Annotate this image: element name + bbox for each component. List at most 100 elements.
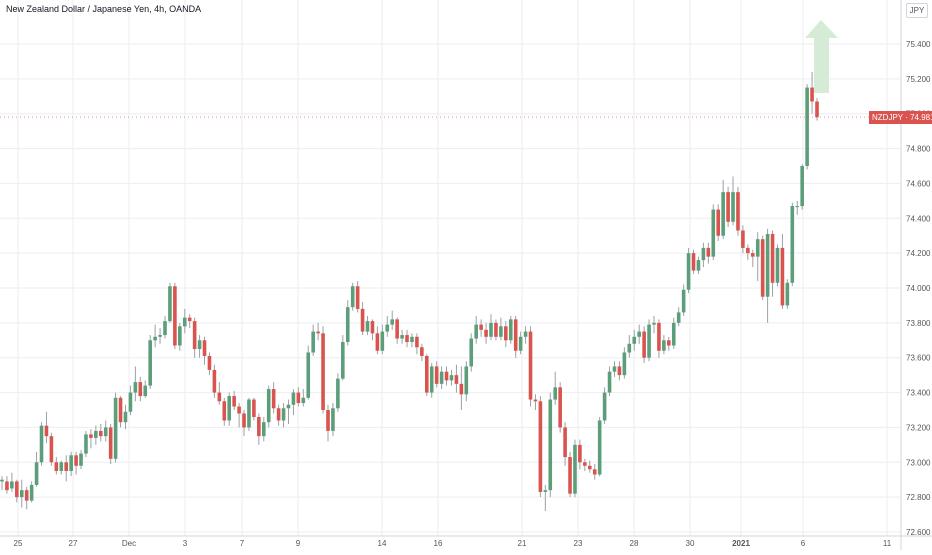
candle-body (326, 410, 330, 431)
candle-body (667, 340, 671, 346)
candle (474, 315, 478, 344)
candle (84, 430, 88, 458)
candle (192, 317, 197, 358)
candle-body (168, 286, 172, 322)
candle-body (212, 369, 217, 393)
candle-body (647, 324, 651, 358)
candle (612, 361, 617, 377)
candle-body (489, 322, 493, 337)
candle (123, 404, 128, 430)
candle-body (405, 335, 409, 343)
candle (597, 416, 602, 477)
candle-body (518, 336, 523, 351)
candle (24, 486, 29, 510)
x-tick-label: 7 (240, 539, 245, 548)
candle (420, 343, 424, 362)
candle-body (49, 436, 54, 463)
candle-body (98, 430, 103, 437)
candle-body (143, 385, 148, 397)
candle (286, 399, 291, 424)
x-tick-label: 14 (378, 539, 387, 548)
candle-body (341, 342, 345, 379)
candle-body (568, 457, 572, 494)
candle-body (765, 233, 770, 297)
candle-body (504, 326, 508, 341)
candle-body (365, 321, 370, 332)
candle-body (202, 340, 207, 356)
candle (143, 380, 148, 398)
candle-body (750, 253, 755, 257)
candle (464, 361, 469, 402)
candle (533, 394, 538, 410)
candle (805, 84, 809, 170)
candle (716, 204, 721, 241)
candle (484, 322, 488, 344)
candle (795, 200, 800, 215)
candle-body (573, 444, 577, 494)
candle-body (163, 321, 167, 336)
candle-body (454, 375, 459, 384)
candle (360, 301, 365, 336)
candle-body (755, 239, 760, 257)
candle-body (301, 397, 306, 404)
candle-body (296, 392, 301, 404)
candle (765, 228, 770, 323)
candle (341, 335, 345, 381)
candle (434, 361, 439, 388)
candle (444, 366, 449, 386)
x-tick-label: 16 (434, 539, 443, 548)
candle (489, 314, 493, 341)
price-tag-value: 74.981 (910, 113, 932, 122)
candle-body (548, 399, 553, 491)
grid-lines (0, 0, 901, 536)
candle-body (336, 378, 340, 409)
candle (667, 336, 671, 351)
candle (15, 479, 19, 503)
candle (607, 366, 612, 397)
candle-body (538, 401, 543, 492)
candle-body (281, 408, 286, 421)
x-tick-label: 23 (574, 539, 583, 548)
candle-body (696, 260, 701, 271)
candle-body (587, 465, 592, 470)
candle-body (321, 333, 325, 410)
candle-body (257, 416, 261, 437)
candle (74, 451, 78, 475)
candle-body (681, 289, 686, 313)
candle (390, 310, 395, 330)
candle-body (746, 247, 750, 254)
candle (89, 429, 93, 449)
currency-button[interactable]: JPY (906, 3, 928, 18)
candle (69, 451, 73, 477)
candle (261, 416, 266, 442)
candle (410, 333, 414, 348)
candle-body (178, 326, 182, 346)
y-tick-label: 74.600 (906, 179, 931, 188)
candle (217, 382, 222, 405)
candle (731, 176, 735, 226)
candle (449, 369, 454, 386)
candle (148, 335, 152, 390)
candle (662, 335, 666, 355)
candle-body (54, 462, 59, 471)
candle (405, 329, 409, 348)
candle (701, 242, 706, 268)
candle (108, 423, 113, 465)
candle-body (469, 338, 474, 367)
x-tick-label: Dec (122, 539, 136, 548)
candle-body (103, 427, 108, 437)
candle-body (800, 166, 804, 207)
candle-body (716, 209, 721, 236)
candle-body (711, 209, 716, 257)
candle (271, 382, 276, 414)
candle (785, 279, 790, 309)
candle (642, 326, 646, 363)
candle (711, 204, 716, 261)
candle-body (118, 397, 123, 423)
candle-body (276, 408, 281, 421)
candle-body (671, 322, 676, 346)
candle-body (484, 329, 488, 337)
candle-body (444, 371, 449, 381)
